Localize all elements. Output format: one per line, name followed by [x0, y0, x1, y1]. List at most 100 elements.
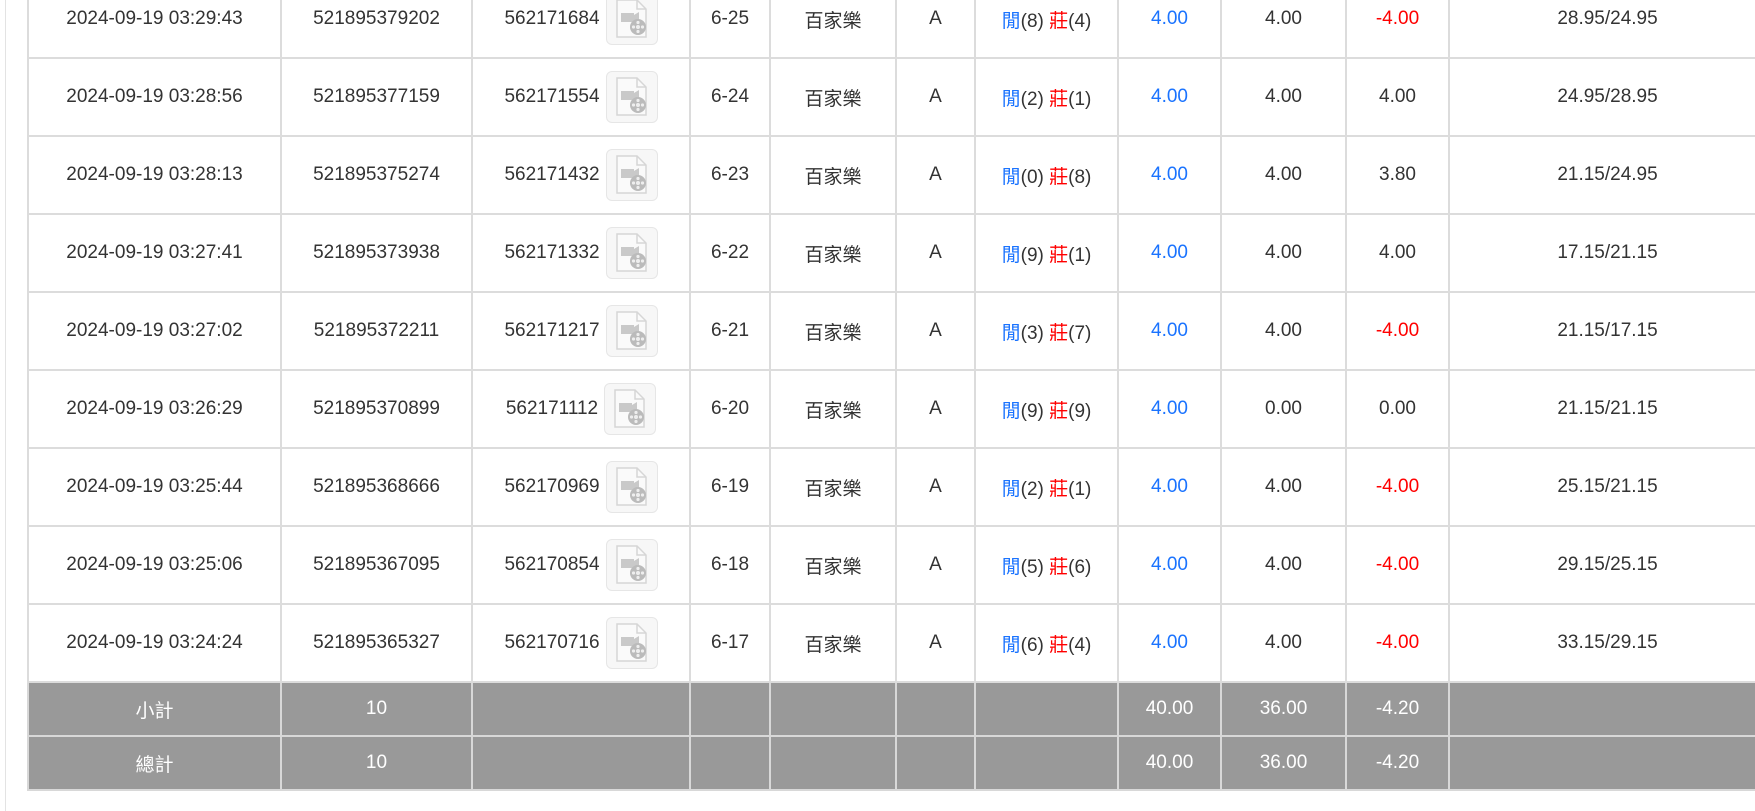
video-file-icon[interactable]: [604, 383, 657, 435]
bet-time: 2024-09-19 03:27:41: [27, 213, 282, 293]
player-points: (0): [1020, 166, 1044, 188]
table-name: A: [895, 0, 976, 59]
empty-cell: [471, 681, 691, 737]
total-valid: 36.00: [1220, 735, 1347, 791]
balance-change: 29.15/25.15: [1448, 525, 1755, 605]
banker-label: 莊: [1049, 322, 1069, 344]
bet-time: 2024-09-19 03:25:06: [27, 525, 282, 605]
result-cell: 閒(6) 莊(4): [974, 603, 1119, 683]
banker-label: 莊: [1049, 88, 1069, 110]
shoe-round: 6-22: [689, 213, 771, 293]
video-file-icon[interactable]: [605, 71, 658, 123]
round-number-cell: 562171554: [471, 57, 691, 137]
total-row: 總計 10 40.00 36.00 -4.20: [27, 735, 1755, 791]
win-loss: -4.00: [1345, 525, 1450, 605]
round-number-cell: 562170716: [471, 603, 691, 683]
round-number-cell: 562170854: [471, 525, 691, 605]
shoe-round: 6-19: [689, 447, 771, 527]
video-file-icon[interactable]: [605, 305, 658, 357]
banker-label: 莊: [1049, 244, 1069, 266]
player-points: (8): [1020, 10, 1044, 32]
banker-points: (7): [1068, 322, 1092, 344]
banker-points: (9): [1068, 400, 1092, 422]
shoe-round: 6-18: [689, 525, 771, 605]
valid-bet: 4.00: [1220, 57, 1347, 137]
video-file-icon[interactable]: [605, 227, 658, 279]
shoe-round: 6-25: [689, 0, 771, 59]
table-row: 2024-09-19 03:25:44 521895368666 562170969…: [27, 447, 1755, 527]
result-cell: 閒(9) 莊(9): [974, 369, 1119, 449]
banker-label: 莊: [1049, 10, 1069, 32]
bet-time: 2024-09-19 03:26:29: [27, 369, 282, 449]
win-loss: 4.00: [1345, 213, 1450, 293]
table-row: 2024-09-19 03:24:24 521895365327 562170716…: [27, 603, 1755, 683]
balance-change: 28.95/24.95: [1448, 0, 1755, 59]
banker-label: 莊: [1049, 634, 1069, 656]
valid-bet: 4.00: [1220, 447, 1347, 527]
bet-number: 521895373938: [280, 213, 473, 293]
table-name: A: [895, 447, 976, 527]
win-loss: -4.00: [1345, 0, 1450, 59]
table-name: A: [895, 369, 976, 449]
banker-label: 莊: [1049, 400, 1069, 422]
player-label: 閒: [1001, 478, 1021, 500]
banker-points: (1): [1068, 244, 1092, 266]
video-file-icon[interactable]: [605, 149, 658, 201]
banker-label: 莊: [1049, 556, 1069, 578]
balance-change: 24.95/28.95: [1448, 57, 1755, 137]
round-number: 562171684: [504, 8, 600, 29]
bet-records-table: 2024-09-19 03:29:43 521895379202 562171684…: [27, 0, 1755, 791]
result-cell: 閒(9) 莊(1): [974, 213, 1119, 293]
bet-amount: 4.00: [1117, 603, 1222, 683]
video-file-icon[interactable]: [605, 539, 658, 591]
result-cell: 閒(2) 莊(1): [974, 447, 1119, 527]
empty-cell: [895, 681, 976, 737]
win-loss: 0.00: [1345, 369, 1450, 449]
empty-cell: [974, 681, 1119, 737]
table-name: A: [895, 603, 976, 683]
empty-cell: [769, 681, 897, 737]
round-number-cell: 562170969: [471, 447, 691, 527]
win-loss: 3.80: [1345, 135, 1450, 215]
game-name: 百家樂: [769, 291, 897, 371]
table-row: 2024-09-19 03:28:56 521895377159 562171554…: [27, 57, 1755, 137]
round-number: 562170854: [504, 554, 600, 575]
round-number: 562171554: [504, 86, 600, 107]
table-row: 2024-09-19 03:26:29 521895370899 562171112…: [27, 369, 1755, 449]
bet-number: 521895370899: [280, 369, 473, 449]
round-number: 562171217: [504, 320, 600, 341]
table-name: A: [895, 135, 976, 215]
banker-points: (1): [1068, 478, 1092, 500]
round-number-cell: 562171112: [471, 369, 691, 449]
banker-points: (8): [1068, 166, 1092, 188]
video-file-icon[interactable]: [605, 0, 658, 45]
video-file-icon[interactable]: [605, 617, 658, 669]
valid-bet: 4.00: [1220, 135, 1347, 215]
empty-cell: [974, 735, 1119, 791]
valid-bet: 4.00: [1220, 213, 1347, 293]
player-points: (9): [1020, 244, 1044, 266]
player-label: 閒: [1001, 322, 1021, 344]
win-loss: -4.00: [1345, 291, 1450, 371]
video-file-icon[interactable]: [605, 461, 658, 513]
valid-bet: 4.00: [1220, 525, 1347, 605]
player-label: 閒: [1001, 10, 1021, 32]
result-cell: 閒(5) 莊(6): [974, 525, 1119, 605]
balance-change: 33.15/29.15: [1448, 603, 1755, 683]
game-name: 百家樂: [769, 525, 897, 605]
subtotal-row: 小計 10 40.00 36.00 -4.20: [27, 681, 1755, 737]
empty-cell: [689, 681, 771, 737]
player-points: (5): [1020, 556, 1044, 578]
bet-number: 521895377159: [280, 57, 473, 137]
win-loss: 4.00: [1345, 57, 1450, 137]
bet-amount: 4.00: [1117, 135, 1222, 215]
bet-time: 2024-09-19 03:28:56: [27, 57, 282, 137]
table-row: 2024-09-19 03:29:43 521895379202 562171684…: [27, 0, 1755, 59]
win-loss: -4.00: [1345, 447, 1450, 527]
table-row: 2024-09-19 03:27:41 521895373938 562171332…: [27, 213, 1755, 293]
balance-change: 21.15/21.15: [1448, 369, 1755, 449]
player-points: (2): [1020, 478, 1044, 500]
table-name: A: [895, 213, 976, 293]
valid-bet: 4.00: [1220, 603, 1347, 683]
player-points: (9): [1020, 400, 1044, 422]
